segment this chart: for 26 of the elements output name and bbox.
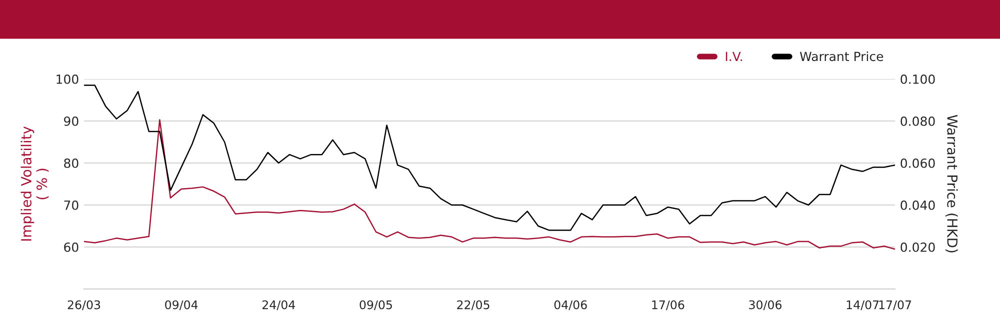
y2-tick-label: 0.080: [900, 116, 935, 126]
line-series: [84, 84, 895, 231]
y-axis-title: Implied Volatility ( % ): [20, 126, 49, 241]
y2-tick-label: 0.100: [900, 74, 935, 84]
y2-tick-label: 0.040: [900, 200, 935, 210]
x-tick-label: 30/06: [749, 300, 782, 310]
x-tick-label: 22/05: [457, 300, 490, 310]
y2-tick-label: 0.020: [900, 242, 935, 252]
y-tick-label: 80: [64, 158, 78, 168]
x-tick-label: 17/06: [652, 300, 684, 310]
legend-label: Warrant Price: [800, 51, 884, 62]
x-tick-label: 09/04: [165, 300, 198, 310]
y-tick-label: 90: [64, 116, 78, 126]
line-series: [84, 119, 895, 250]
x-tick-label: 17/07: [879, 300, 911, 310]
x-tick-label: 04/06: [554, 300, 587, 310]
y-tick-label: 100: [56, 74, 78, 84]
y2-axis-title: Warrant Price (HKD): [945, 114, 958, 252]
x-tick-label: 24/04: [262, 300, 295, 310]
y-tick-label: 60: [64, 242, 78, 252]
x-tick-label: 26/03: [68, 300, 100, 310]
x-tick-label: 14/07: [846, 300, 879, 310]
legend-label: I.V.: [726, 52, 742, 61]
y2-tick-label: 0.060: [900, 158, 935, 168]
x-tick-label: 09/05: [360, 300, 392, 310]
y-tick-label: 70: [64, 200, 78, 210]
